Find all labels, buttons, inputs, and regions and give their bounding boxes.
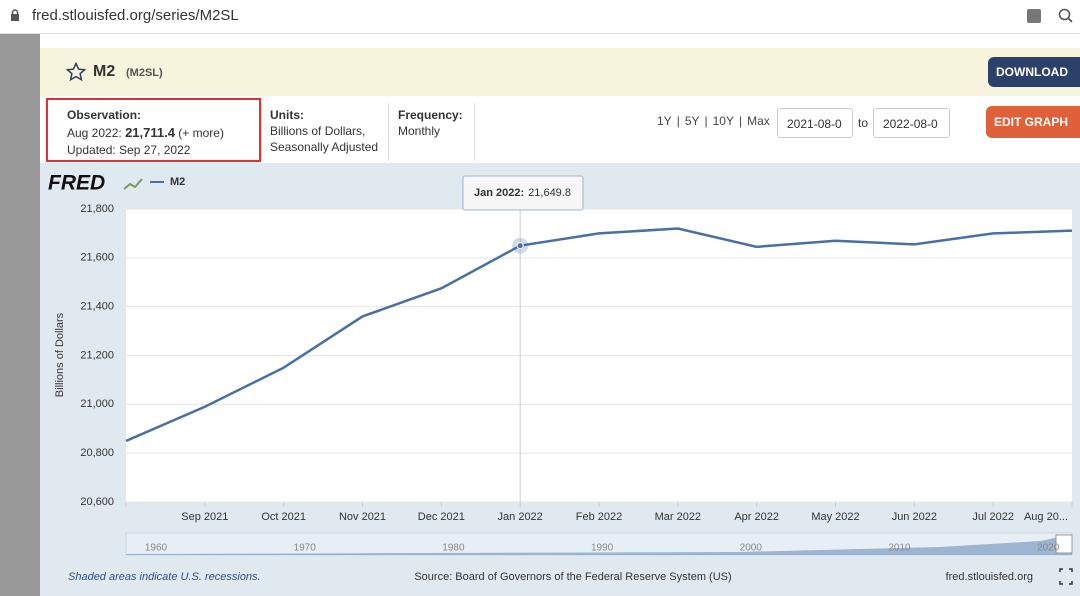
x-tick-label: Feb 2022 xyxy=(576,511,622,523)
download-button[interactable]: DOWNLOAD xyxy=(988,57,1080,87)
edit-label: EDIT GRAPH xyxy=(994,115,1069,129)
label: Observation: xyxy=(67,108,142,122)
logo-graph xyxy=(123,178,143,190)
tooltip-value: 21,649.8 xyxy=(528,187,571,199)
navigator-label: 1980 xyxy=(442,543,465,554)
divider xyxy=(388,103,389,161)
navigator-label: 1990 xyxy=(591,543,614,554)
y-tick-label: 21,400 xyxy=(80,301,114,313)
navigator-label: 2010 xyxy=(888,543,911,554)
star-icon[interactable] xyxy=(66,62,86,81)
x-tick-label: Dec 2021 xyxy=(418,511,465,523)
to-label: to xyxy=(858,116,869,130)
value: Monthly xyxy=(398,124,441,138)
date: Aug 2022: xyxy=(67,126,122,140)
range-button[interactable]: Max xyxy=(747,114,770,128)
highlight-box xyxy=(46,98,261,162)
navigator-label: 2020 xyxy=(1037,543,1060,554)
line: Seasonally Adjusted xyxy=(270,140,379,154)
separator: | xyxy=(704,114,708,128)
legend-label: M2 xyxy=(170,176,185,188)
fred-logo: FRED xyxy=(48,172,105,195)
x-tick-label: Oct 2021 xyxy=(261,511,306,523)
divider xyxy=(261,103,262,161)
x-tick-label: Jul 2022 xyxy=(972,511,1014,523)
lock-icon xyxy=(11,9,19,21)
end-date[interactable]: 2022-08-0 xyxy=(873,108,950,138)
x-tick-label: Aug 20... xyxy=(1024,511,1068,523)
x-tick-label: Jan 2022 xyxy=(498,511,543,523)
range-button[interactable]: 1Y xyxy=(657,114,672,128)
label: Frequency: xyxy=(398,108,463,122)
label: Units: xyxy=(270,108,304,122)
y-tick-label: 21,200 xyxy=(80,349,114,361)
x-tick-label: May 2022 xyxy=(811,511,859,523)
updated: Updated: Sep 27, 2022 xyxy=(67,143,191,157)
tooltip-date: Jan 2022: xyxy=(474,187,524,199)
y-tick-label: 21,000 xyxy=(80,398,114,410)
y-tick-label: 20,600 xyxy=(80,496,114,508)
start-date[interactable]: 2021-08-0 xyxy=(777,108,853,138)
tooltip-text: Jan 2022: 21,649.8 xyxy=(474,187,571,199)
x-tick-label: Sep 2021 xyxy=(181,511,228,523)
navigator-label: 2000 xyxy=(740,543,763,554)
line: Billions of Dollars, xyxy=(270,124,366,138)
separator: | xyxy=(738,114,743,128)
tooltip-box xyxy=(462,175,584,211)
y-tick-label: 21,600 xyxy=(80,252,114,264)
x-tick-label: Jun 2022 xyxy=(892,511,937,523)
range-button[interactable]: 10Y xyxy=(712,114,734,128)
browser-bar: fred.stlouisfed.org/series/M2SL xyxy=(0,0,1080,34)
navigator-label: 1960 xyxy=(145,543,168,554)
divider xyxy=(474,103,475,161)
x-tick-label: Apr 2022 xyxy=(734,511,779,523)
series-line xyxy=(125,227,1073,443)
series-id: (M2SL) xyxy=(126,67,163,79)
y-axis-label: Billions of Dollars xyxy=(54,312,66,397)
download-label: DOWNLOAD xyxy=(996,65,1068,79)
range-button[interactable]: 5Y xyxy=(684,114,700,128)
more-link[interactable]: (+ more) xyxy=(178,126,224,140)
chart: FRED M2 Billions of Dollars Shaded areas… xyxy=(40,163,1080,596)
units: Units: Billions of Dollars, Seasonally A… xyxy=(270,107,378,155)
x-tick-label: Nov 2021 xyxy=(339,511,386,523)
y-tick-label: 20,800 xyxy=(80,447,114,459)
fullscreen-icon[interactable] xyxy=(1059,568,1073,585)
frequency: Frequency: Monthly xyxy=(398,107,463,139)
translate-icon[interactable] xyxy=(1026,8,1044,24)
site: fred.stlouisfed.org xyxy=(946,571,1033,583)
edit-graph-button[interactable]: EDIT GRAPH xyxy=(986,106,1080,138)
observation: Observation: Aug 2022: 21,711.4 (+ more)… xyxy=(67,107,224,159)
separator: | xyxy=(676,114,680,128)
recession-note: Shaded areas indicate U.S. recessions. xyxy=(68,571,261,583)
navigator-label: 1970 xyxy=(294,543,317,554)
zoom-icon[interactable] xyxy=(1058,8,1074,24)
x-tick-label: Mar 2022 xyxy=(655,511,701,523)
series-title: M2 xyxy=(93,63,116,80)
y-tick-label: 21,800 xyxy=(80,203,114,215)
value: 21,711.4 xyxy=(125,125,175,140)
url[interactable]: fred.stlouisfed.org/series/M2SL xyxy=(32,7,239,24)
range-buttons: 1Y | 5Y | 10Y | Max xyxy=(657,114,770,128)
side-strip xyxy=(0,34,40,596)
navigator-handle[interactable] xyxy=(1055,534,1073,554)
source: Source: Board of Governors of the Federa… xyxy=(414,571,731,583)
series-header: M2 (M2SL) DOWNLOAD xyxy=(40,48,1080,96)
navigator-area xyxy=(126,535,1072,555)
hover-point xyxy=(516,242,524,250)
